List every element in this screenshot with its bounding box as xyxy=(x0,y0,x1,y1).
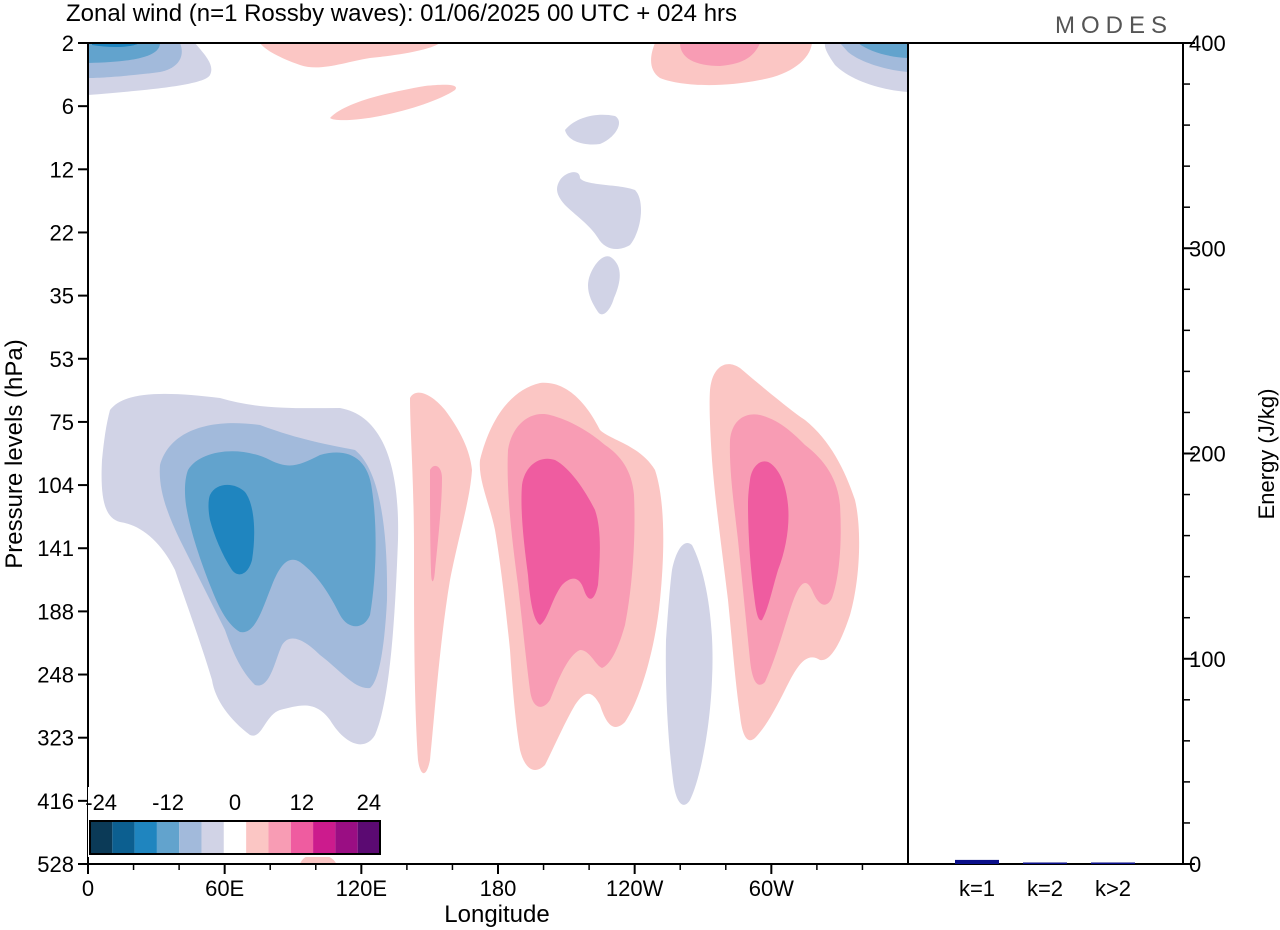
contour-neg-main-4 xyxy=(208,484,255,575)
energy-panel-frame xyxy=(907,42,1184,865)
x-tick-label: 60W xyxy=(749,876,794,901)
colorbar-swatch xyxy=(179,821,202,854)
energy-tick-label: 400 xyxy=(1189,31,1226,56)
contour-neg-narrow xyxy=(665,542,713,805)
colorbar-tick-label: 0 xyxy=(229,790,241,815)
y-tick-label: 416 xyxy=(37,789,74,814)
energy-bar xyxy=(1091,862,1135,864)
chart-title: Zonal wind (n=1 Rossby waves): 01/06/202… xyxy=(66,0,737,27)
colorbar-swatch xyxy=(134,821,157,854)
energy-category-label: k=1 xyxy=(959,876,995,901)
contour-neg-small-3 xyxy=(587,256,620,315)
colorbar-tick-label: -12 xyxy=(152,790,184,815)
contour-neg-upper-right-3 xyxy=(858,43,908,58)
contour-pos-upper-right-2 xyxy=(680,43,760,66)
y-tick-label: 323 xyxy=(37,726,74,751)
colorbar-swatch xyxy=(90,821,113,854)
y-tick-label: 528 xyxy=(37,852,74,877)
colorbar-swatch xyxy=(112,821,135,854)
y-tick-label: 12 xyxy=(50,157,74,182)
y-axis-pressure: 2 6 12 22 35 53 75 104 141 188 248 323 416 528 xyxy=(37,31,88,877)
contour-field xyxy=(88,43,908,864)
energy-category-label: k=2 xyxy=(1027,876,1063,901)
modes-logo: MODES xyxy=(1055,12,1173,39)
contour-neg-upper-left-3 xyxy=(88,43,160,63)
colorbar-swatch xyxy=(223,821,247,854)
colorbar-swatch xyxy=(201,821,224,854)
colorbar-frame xyxy=(89,820,381,855)
contour-pos-upper-mid xyxy=(330,84,456,121)
colorbar-swatch xyxy=(357,821,380,854)
energy-bars: k=1 k=2 k>2 xyxy=(955,859,1135,901)
x-axis-longitude: 0 60E 120E 180 120W 60W xyxy=(82,864,864,901)
energy-axis-label: Energy (J/kg) xyxy=(1254,389,1279,520)
contour-neg-small-2 xyxy=(557,172,642,250)
energy-bar xyxy=(1023,862,1067,864)
y-tick-label: 104 xyxy=(37,473,74,498)
colorbar-tick-label: -24 xyxy=(85,790,117,815)
contour-pos-thin-2 xyxy=(430,465,442,582)
colorbar-swatch xyxy=(156,821,180,854)
energy-tick-label: 100 xyxy=(1189,647,1226,672)
y-axis-energy: 0 100 200 300 400 xyxy=(1183,31,1226,877)
y-tick-label: 22 xyxy=(50,220,74,245)
energy-category-label: k>2 xyxy=(1095,876,1131,901)
colorbar-swatch xyxy=(313,821,336,854)
contour-pos-mid-3 xyxy=(521,458,600,625)
energy-tick-label: 200 xyxy=(1189,442,1226,467)
contour-pos-upper-left xyxy=(260,43,440,68)
x-tick-label: 180 xyxy=(480,876,517,901)
colorbar-swatch xyxy=(246,821,269,854)
y-axis-label: Pressure levels (hPa) xyxy=(1,339,28,568)
colorbar-tick-label: 24 xyxy=(357,790,381,815)
y-tick-label: 248 xyxy=(37,663,74,688)
x-tick-label: 120E xyxy=(336,876,387,901)
colorbar-swatch xyxy=(335,821,358,854)
y-tick-label: 2 xyxy=(62,31,74,56)
x-axis-label: Longitude xyxy=(444,901,549,928)
colorbar-tick-label: 12 xyxy=(290,790,314,815)
x-tick-label: 0 xyxy=(82,876,94,901)
x-tick-label: 60E xyxy=(205,876,244,901)
y-tick-label: 188 xyxy=(37,599,74,624)
y-tick-label: 75 xyxy=(50,410,74,435)
colorbar-swatch xyxy=(268,821,291,854)
colorbar-swatch xyxy=(290,821,314,854)
energy-tick-label: 300 xyxy=(1189,236,1226,261)
y-tick-label: 141 xyxy=(37,536,74,561)
contour-pos-right-3 xyxy=(748,461,789,621)
energy-tick-label: 0 xyxy=(1189,852,1201,877)
y-tick-label: 35 xyxy=(50,284,74,309)
y-tick-label: 53 xyxy=(50,347,74,372)
x-tick-label: 120W xyxy=(606,876,664,901)
contour-neg-small-1 xyxy=(565,114,620,145)
y-tick-label: 6 xyxy=(62,94,74,119)
energy-bar xyxy=(955,859,999,864)
contour-pos-thin-1 xyxy=(410,392,472,774)
contour-neg-upper-left-4 xyxy=(92,43,140,48)
colorbar: -24 -12 0 12 24 xyxy=(85,787,382,857)
